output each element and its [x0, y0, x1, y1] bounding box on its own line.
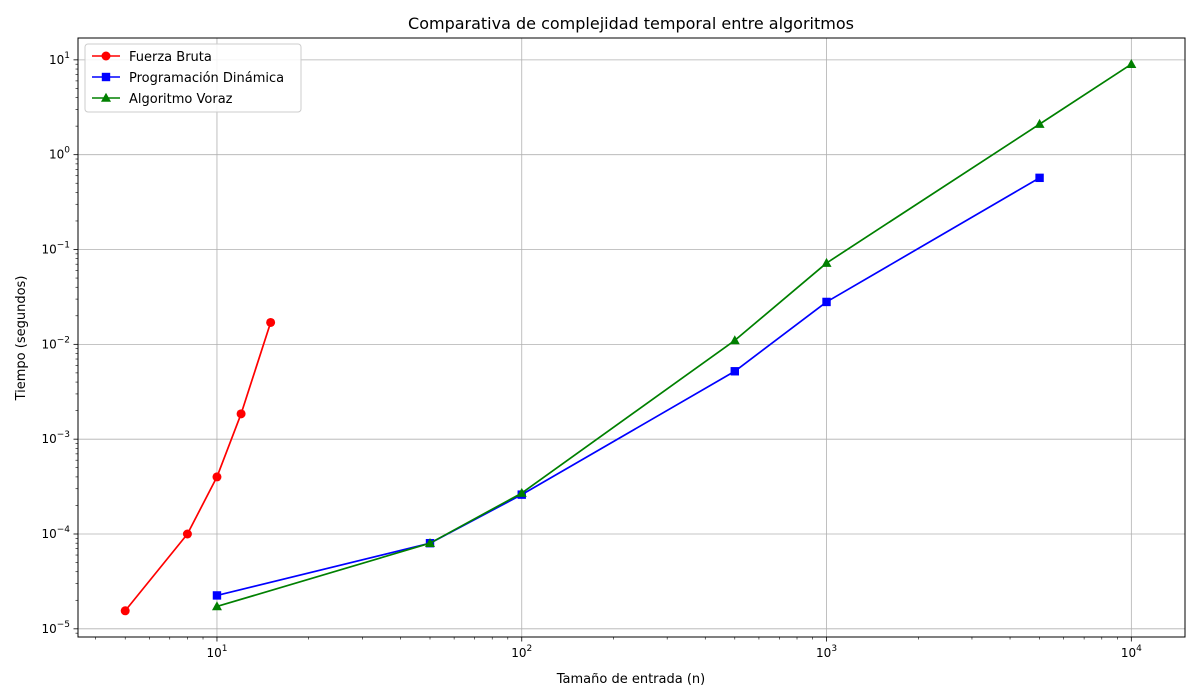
data-point-fuerza-bruta [120, 606, 130, 616]
series-fuerza-bruta [120, 317, 276, 616]
data-point-algoritmo-voraz [821, 257, 832, 267]
y-tick-label: 10−2 [41, 335, 70, 351]
series-line-programacion-dinamica [216, 177, 1041, 597]
y-tick-label: 10−4 [41, 525, 70, 541]
data-point-algoritmo-voraz [729, 335, 740, 345]
y-tick-label: 101 [49, 51, 70, 67]
data-point-algoritmo-voraz [1034, 118, 1045, 128]
x-axis-label: Tamaño de entrada (n) [556, 672, 705, 687]
data-point-programacion-dinamica [730, 367, 739, 376]
plot-frame [77, 37, 1186, 638]
data-point-fuerza-bruta [236, 409, 246, 419]
legend-label-programacion-dinamica: Programación Dinámica [129, 71, 284, 86]
x-tick-label: 104 [1121, 644, 1142, 660]
series-layer [120, 58, 1137, 616]
legend-box [84, 43, 302, 113]
y-tick-label: 10−5 [41, 620, 70, 636]
grid-lines [78, 38, 1185, 637]
y-axis-label: Tiempo (segundos) [14, 276, 29, 402]
series-algoritmo-voraz [211, 58, 1137, 611]
legend-label-fuerza-bruta: Fuerza Bruta [129, 50, 212, 65]
y-tick-label: 100 [49, 146, 70, 162]
chart-title: Comparativa de complejidad temporal entr… [408, 14, 854, 33]
legend: Fuerza Bruta Programación Dinámica Algor… [84, 43, 302, 113]
legend-item-programacion-dinamica: Programación Dinámica [92, 71, 284, 86]
data-point-programacion-dinamica [1035, 173, 1044, 183]
legend-marker-algoritmo-voraz [101, 92, 111, 102]
data-point-programacion-dinamica [822, 297, 831, 307]
series-line-algoritmo-voraz [216, 63, 1132, 608]
legend-item-algoritmo-voraz: Algoritmo Voraz [92, 92, 233, 107]
x-tick-label: 101 [206, 644, 227, 660]
data-point-fuerza-bruta [182, 529, 192, 539]
y-tick-label: 10−1 [41, 241, 70, 257]
y-tick-label: 10−3 [41, 430, 70, 446]
axis-ticks: 101 102 103 104 10−5 10−4 10−3 10−2 10−1 100 101 [41, 51, 1142, 660]
data-point-algoritmo-voraz [211, 601, 222, 611]
series-line-fuerza-bruta [124, 322, 272, 612]
legend-marker-programacion-dinamica [101, 72, 111, 82]
data-point-algoritmo-voraz [516, 487, 527, 497]
legend-marker-shape-programacion-dinamica [101, 72, 111, 82]
legend-marker-fuerza-bruta [101, 51, 111, 61]
data-point-fuerza-bruta [212, 472, 222, 482]
data-point-algoritmo-voraz [1126, 58, 1137, 68]
legend-marker-shape-algoritmo-voraz [101, 92, 111, 102]
legend-label-algoritmo-voraz: Algoritmo Voraz [129, 92, 233, 107]
x-tick-label: 102 [511, 644, 532, 660]
data-point-algoritmo-voraz [425, 537, 436, 547]
legend-marker-shape-fuerza-bruta [101, 51, 111, 61]
series-programacion-dinamica [212, 173, 1044, 600]
legend-item-fuerza-bruta: Fuerza Bruta [92, 50, 212, 65]
data-point-fuerza-bruta [266, 317, 276, 327]
x-tick-label: 103 [816, 644, 837, 660]
data-point-programacion-dinamica [212, 591, 222, 600]
